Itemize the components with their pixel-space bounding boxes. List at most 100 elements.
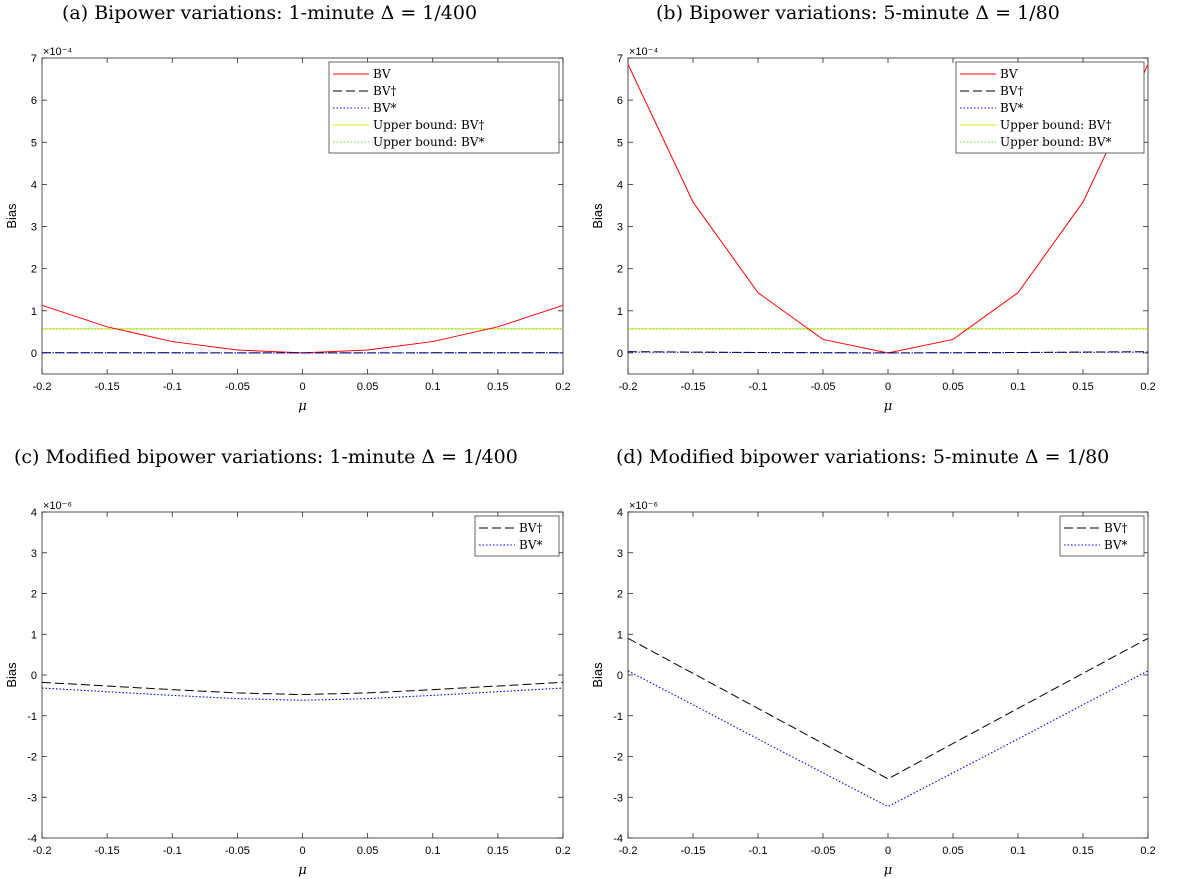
y-tick-label: 4 xyxy=(617,179,623,191)
y-tick-label: 1 xyxy=(617,629,623,641)
x-tick-label: -0.2 xyxy=(33,381,52,393)
x-tick-label: -0.1 xyxy=(749,381,768,393)
y-tick-label: 3 xyxy=(31,222,37,234)
axis-multiplier: ×10⁻⁴ xyxy=(43,46,72,58)
legend-box xyxy=(955,61,1145,154)
y-tick-label: 0 xyxy=(31,348,37,360)
legend-label: BV* xyxy=(373,101,396,115)
axis-multiplier: ×10⁻⁴ xyxy=(629,46,658,58)
x-tick-label: -0.1 xyxy=(749,845,768,857)
legend-label: BV xyxy=(373,67,391,81)
y-tick-label: -1 xyxy=(613,711,623,723)
caption-b: (b) Bipower variations: 5-minute Δ = 1/8… xyxy=(656,2,1060,24)
y-tick-label: 1 xyxy=(31,629,37,641)
x-tick-label: 0 xyxy=(885,845,891,857)
x-tick-label: -0.05 xyxy=(225,381,250,393)
y-axis-label: Bias xyxy=(4,662,19,688)
legend-label: BV† xyxy=(373,84,396,98)
chart-panel-b: -0.2 -0.15 -0.1 -0.05 0 0.05 0.1 0.15 0.2 0 1 2 3 4 5 6… xyxy=(590,46,1156,414)
y-tick-label: 2 xyxy=(31,264,37,276)
series-line-bv xyxy=(41,681,564,696)
chart-panel-a: -0.2 -0.15 -0.1 -0.05 0 0.05 0.1 0.15 0.2 0 1 2 3 4 5 6… xyxy=(4,46,571,414)
x-tick-label: -0.1 xyxy=(163,381,182,393)
x-tick-label: 0.15 xyxy=(487,381,508,393)
x-tick-label: 0.15 xyxy=(1072,381,1093,393)
y-tick-label: 1 xyxy=(617,306,623,318)
legend-label: BV† xyxy=(1104,521,1127,535)
x-tick-label: 0.1 xyxy=(425,381,440,393)
legend-label: Upper bound: BV* xyxy=(373,135,485,149)
plot-area xyxy=(41,511,564,839)
y-tick-label: -1 xyxy=(27,711,37,723)
x-tick-label: 0.1 xyxy=(1010,381,1025,393)
chart-panel-c: -0.2 -0.15 -0.1 -0.05 0 0.05 0.1 0.15 0.2 -4 -3 -2 -… xyxy=(4,500,571,878)
y-tick-label: -2 xyxy=(27,752,37,764)
x-tick-label: -0.2 xyxy=(619,381,638,393)
x-tick-label: 0.2 xyxy=(1140,845,1155,857)
series-line-bv xyxy=(41,687,564,701)
x-tick-label: -0.15 xyxy=(680,381,705,393)
series-line-bv xyxy=(627,351,1149,354)
x-tick-label: 0 xyxy=(299,381,305,393)
y-tick-label: 1 xyxy=(31,306,37,318)
y-tick-label: -2 xyxy=(613,752,623,764)
x-axis-label: μ xyxy=(298,863,306,878)
legend-box xyxy=(474,515,560,557)
y-tick-label: 6 xyxy=(617,95,623,107)
x-tick-label: 0.05 xyxy=(942,381,963,393)
y-tick-label: 4 xyxy=(617,507,623,519)
x-tick-label: 0.15 xyxy=(1072,845,1093,857)
x-tick-label: 0.2 xyxy=(555,845,570,857)
y-axis-label: Bias xyxy=(590,203,605,229)
x-tick-label: 0.2 xyxy=(1140,381,1155,393)
y-tick-label: 2 xyxy=(31,589,37,601)
y-tick-label: 3 xyxy=(617,548,623,560)
x-tick-label: 0 xyxy=(885,381,891,393)
x-tick-label: -0.1 xyxy=(163,845,182,857)
y-axis-label: Bias xyxy=(4,203,19,229)
x-tick-label: 0.05 xyxy=(357,845,378,857)
legend-label: Upper bound: BV* xyxy=(1000,135,1112,149)
x-axis-label: μ xyxy=(884,863,892,878)
caption-c: (c) Modified bipower variations: 1-minut… xyxy=(14,446,518,468)
y-tick-label: 0 xyxy=(617,670,623,682)
x-tick-label: -0.2 xyxy=(33,845,52,857)
x-tick-label: -0.05 xyxy=(225,845,250,857)
x-axis-label: μ xyxy=(884,399,892,414)
x-tick-label: 0.1 xyxy=(425,845,440,857)
x-tick-label: 0.05 xyxy=(357,381,378,393)
y-tick-label: -4 xyxy=(613,833,623,845)
y-axis-label: Bias xyxy=(590,662,605,688)
x-tick-label: 0.2 xyxy=(555,381,570,393)
legend-box xyxy=(328,61,560,154)
y-tick-label: -4 xyxy=(27,833,37,845)
axis-multiplier: ×10⁻⁶ xyxy=(43,500,72,512)
chart-panel-d: -0.2 -0.15 -0.1 -0.05 0 0.05 0.1 0.15 0.2 -4 -3 -2 -… xyxy=(590,500,1156,878)
x-tick-label: 0 xyxy=(299,845,305,857)
y-tick-label: 7 xyxy=(617,53,623,65)
legend-label: BV* xyxy=(1000,101,1023,115)
axis-multiplier: ×10⁻⁶ xyxy=(629,500,658,512)
y-tick-label: 5 xyxy=(617,137,623,149)
y-tick-label: 2 xyxy=(617,264,623,276)
x-tick-label: -0.05 xyxy=(810,381,835,393)
x-tick-label: 0.1 xyxy=(1010,845,1025,857)
legend-label: BV xyxy=(1000,67,1018,81)
legend-box xyxy=(1059,515,1145,557)
x-tick-label: 0.05 xyxy=(942,845,963,857)
caption-a: (a) Bipower variations: 1-minute Δ = 1/4… xyxy=(62,2,478,24)
legend-label: BV† xyxy=(519,521,542,535)
y-tick-label: 2 xyxy=(617,589,623,601)
y-tick-label: 0 xyxy=(31,670,37,682)
y-tick-label: -3 xyxy=(27,792,37,804)
x-tick-label: -0.15 xyxy=(95,381,120,393)
x-tick-label: 0.15 xyxy=(487,845,508,857)
legend-label: BV* xyxy=(519,538,542,552)
y-tick-label: -3 xyxy=(613,792,623,804)
y-tick-label: 3 xyxy=(617,222,623,234)
x-tick-label: -0.15 xyxy=(95,845,120,857)
x-axis-label: μ xyxy=(298,399,306,414)
plot-area xyxy=(627,511,1149,839)
x-tick-label: -0.05 xyxy=(810,845,835,857)
